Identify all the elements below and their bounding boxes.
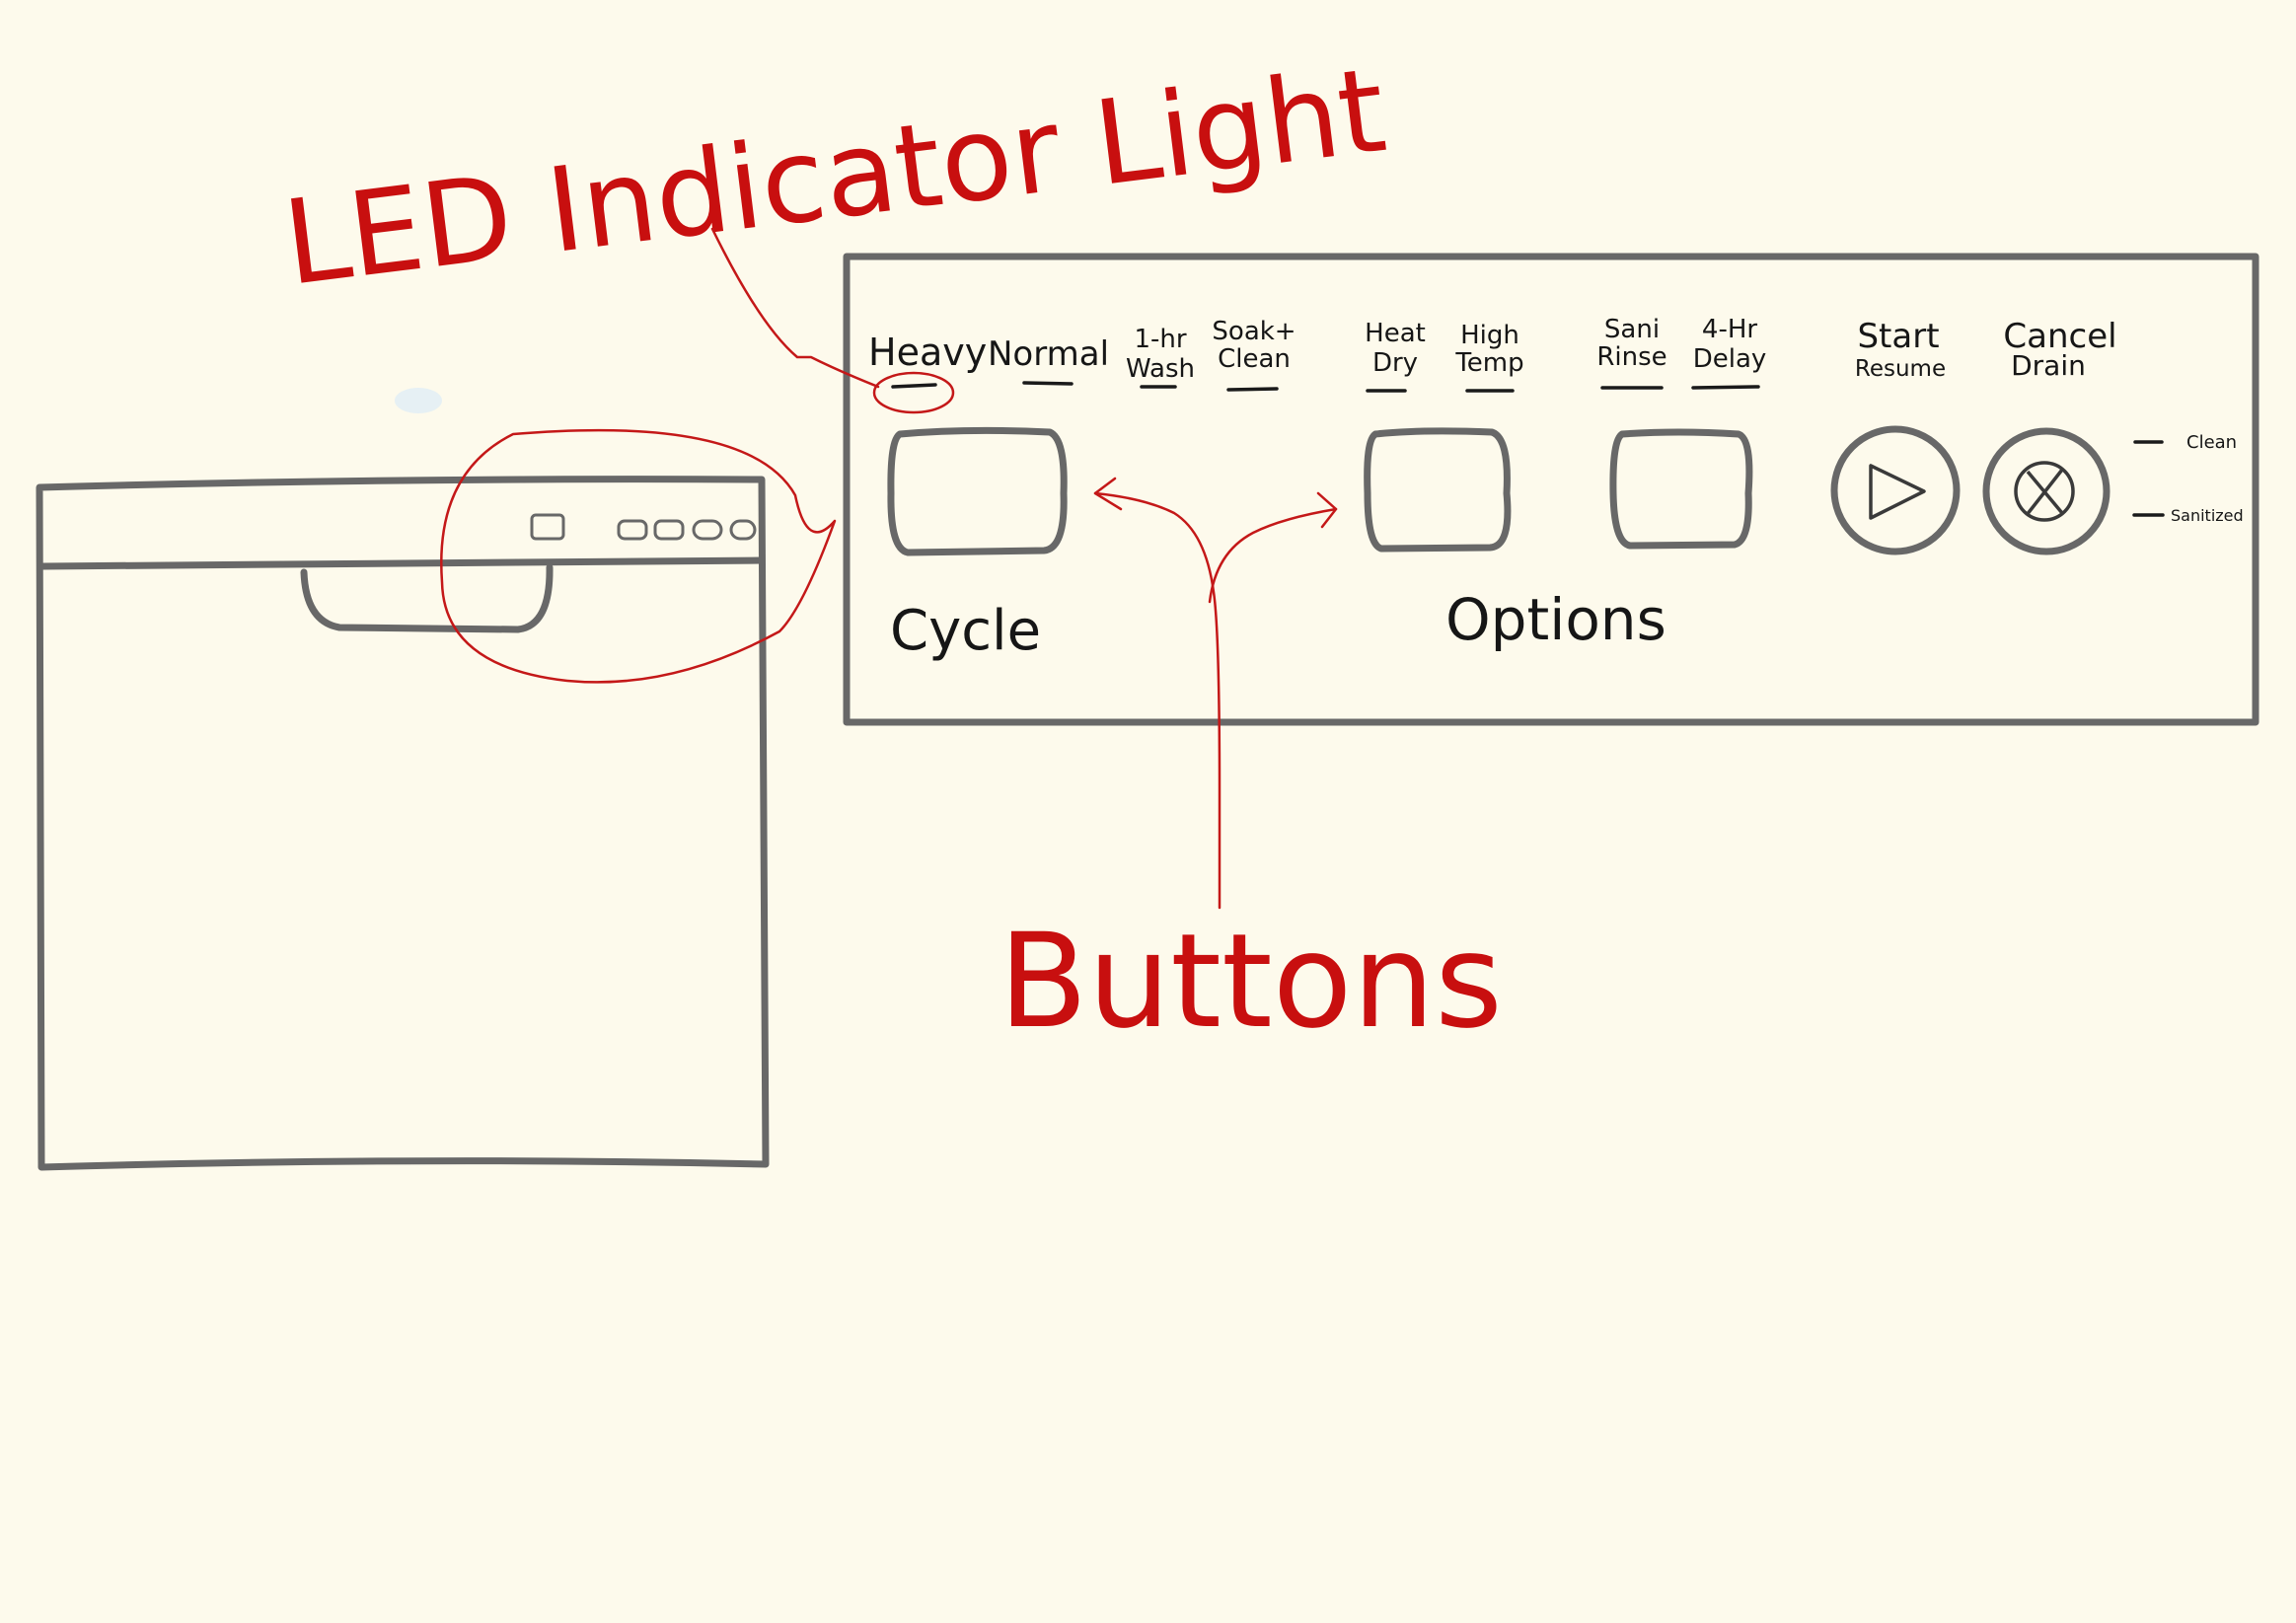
dishwasher-control-strip [530,513,757,541]
drain-label: Drain [2011,349,2086,382]
cycle-section-label: Cycle [890,599,1041,663]
cycle-label-heavy: Heavy [868,331,987,374]
led-annotation-text: LED Indicator Light [277,41,1393,312]
start-label: Start [1857,317,1939,356]
cancel-x-icon [2014,461,2075,522]
cycle-button[interactable] [887,426,1068,556]
option-label-heat-dry: Heat Dry [1365,319,1426,378]
option-button-sani-delay[interactable] [1609,428,1753,550]
cycle-label-soak-clean: Soak+ Clean [1212,317,1296,374]
panel-labels: Heavy Normal 1-hr Wash Soak+ Clean Heat Dry… [868,315,2244,663]
option-label-sani-rinse: Sani Rinse [1596,315,1666,372]
buttons-annotation: Buttons [999,477,1503,1058]
buttons-annotation-text: Buttons [999,906,1503,1058]
status-sanitized-label: Sanitized [2171,506,2244,525]
cancel-label: Cancel [2003,317,2116,356]
cancel-drain-button[interactable] [1982,427,2111,555]
resume-label: Resume [1855,356,1946,382]
dishwasher-sketch [36,476,770,1171]
control-panel [843,253,2259,726]
cycle-label-normal: Normal [988,334,1109,374]
callout-loop [440,428,837,684]
start-resume-button[interactable] [1830,425,1961,555]
dishwasher-handle [300,563,554,633]
play-icon [1869,464,1926,520]
option-label-high-temp: High Temp [1454,321,1523,378]
led-highlight-circle [872,371,955,414]
option-label-4hr-delay: 4-Hr Delay [1693,315,1767,374]
options-section-label: Options [1445,586,1666,653]
status-clean-label: Clean [2186,432,2237,453]
smudge [395,388,442,413]
cycle-label-1hr-wash: 1-hr Wash [1126,325,1195,384]
led-indicators [891,381,2165,517]
option-button-heat-high[interactable] [1364,427,1512,553]
